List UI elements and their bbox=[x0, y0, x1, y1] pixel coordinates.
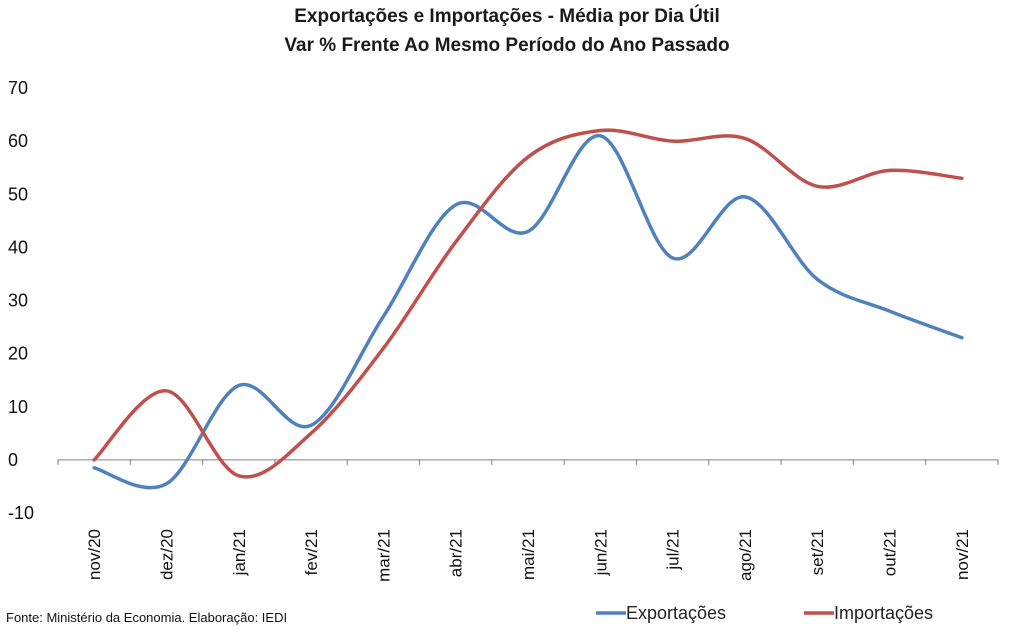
data-point-importacoes bbox=[960, 177, 963, 180]
y-tick-label: -10 bbox=[8, 503, 34, 523]
series-line-exportacoes bbox=[92, 134, 964, 490]
x-tick-label: ago/21 bbox=[736, 529, 755, 581]
x-tick-label: mai/21 bbox=[519, 529, 538, 580]
data-point-exportacoes bbox=[310, 424, 313, 427]
y-tick-label: 40 bbox=[8, 237, 28, 257]
data-point-importacoes bbox=[454, 241, 457, 244]
data-point-exportacoes bbox=[527, 230, 530, 233]
y-tick-label: 30 bbox=[8, 291, 28, 311]
data-point-importacoes bbox=[599, 129, 602, 132]
x-tick-label: out/21 bbox=[881, 529, 900, 576]
data-point-importacoes bbox=[888, 169, 891, 172]
x-tick-label: fev/21 bbox=[302, 529, 321, 575]
data-point-exportacoes bbox=[743, 195, 746, 198]
y-tick-label: 60 bbox=[8, 131, 28, 151]
x-tick-label: mar/21 bbox=[374, 529, 393, 582]
legend-label-exportacoes: Exportações bbox=[626, 603, 726, 623]
data-point-importacoes bbox=[93, 458, 96, 461]
x-axis: nov/20 dez/20 jan/21 fev/21 mar/21 abr/21 mai/… bbox=[57, 459, 999, 582]
x-tick-label: abr/21 bbox=[447, 529, 466, 577]
data-point-importacoes bbox=[816, 185, 819, 188]
y-tick-label: 0 bbox=[8, 450, 18, 470]
series-line-importacoes bbox=[92, 128, 964, 479]
y-axis: 70 60 50 40 30 20 10 0 -10 bbox=[8, 78, 34, 523]
y-tick-label: 50 bbox=[8, 184, 28, 204]
data-point-exportacoes bbox=[93, 466, 96, 469]
legend: Exportações Importações bbox=[596, 603, 933, 623]
data-point-importacoes bbox=[310, 432, 313, 435]
data-point-importacoes bbox=[671, 140, 674, 143]
chart-subtitle: Var % Frente Ao Mesmo Período do Ano Pas… bbox=[284, 35, 730, 56]
data-point-exportacoes bbox=[960, 336, 963, 339]
data-point-importacoes bbox=[743, 137, 746, 140]
x-tick-label: jan/21 bbox=[230, 529, 249, 576]
x-tick-label: jul/21 bbox=[664, 529, 683, 571]
x-tick-label: jun/21 bbox=[591, 529, 610, 576]
series-group bbox=[92, 128, 964, 490]
data-point-importacoes bbox=[237, 474, 240, 477]
data-point-exportacoes bbox=[165, 482, 168, 485]
data-point-exportacoes bbox=[599, 134, 602, 137]
data-point-importacoes bbox=[382, 347, 385, 350]
y-tick-label: 10 bbox=[8, 397, 28, 417]
chart-title: Exportações e Importações - Média por Di… bbox=[294, 6, 720, 27]
data-point-importacoes bbox=[527, 156, 530, 159]
x-tick-label: set/21 bbox=[808, 529, 827, 575]
data-point-exportacoes bbox=[382, 315, 385, 318]
data-point-exportacoes bbox=[237, 384, 240, 387]
x-tick-label: dez/20 bbox=[157, 529, 176, 580]
data-point-exportacoes bbox=[454, 203, 457, 206]
data-point-importacoes bbox=[165, 389, 168, 392]
data-point-exportacoes bbox=[671, 257, 674, 260]
legend-label-importacoes: Importações bbox=[834, 603, 933, 623]
data-point-exportacoes bbox=[888, 310, 891, 313]
y-tick-label: 20 bbox=[8, 344, 28, 364]
source-note: Fonte: Ministério da Economia. Elaboraçã… bbox=[6, 610, 288, 625]
data-point-exportacoes bbox=[816, 278, 819, 281]
y-tick-label: 70 bbox=[8, 78, 28, 98]
x-tick-label: nov/20 bbox=[85, 529, 104, 580]
x-tick-label: nov/21 bbox=[953, 529, 972, 580]
